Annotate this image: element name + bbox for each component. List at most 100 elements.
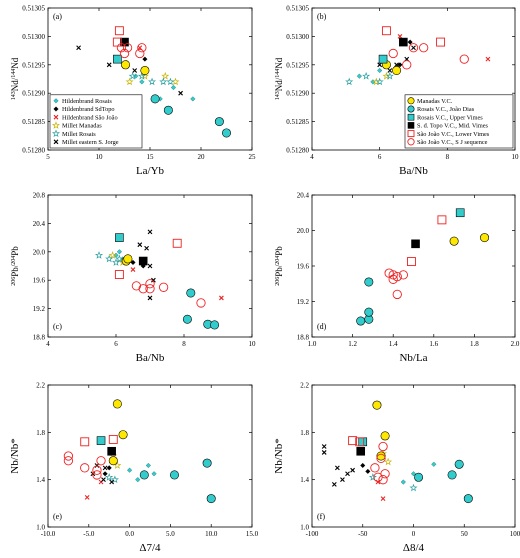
data-point [360,462,366,469]
data-point [113,54,122,64]
legend: Manadas V.C.Rosais V.C., João DiasRosais… [404,94,514,149]
data-point [130,259,136,266]
x-axis-label: Ba/Nb [399,165,428,177]
x-tick-label: 4 [310,153,314,161]
data-point [120,37,129,47]
y-tick-label: 1.4 [300,476,309,484]
data-point [356,316,366,326]
legend-entry: Rosais V.C., João Dias [417,106,475,113]
data-point [131,281,142,291]
data-point [378,441,388,452]
x-tick-label: 10 [96,153,104,161]
legend-marker [407,130,415,138]
data-point [381,26,391,36]
data-point [115,233,124,242]
data-point [411,239,420,249]
data-point [147,229,153,235]
data-point [63,456,74,466]
plot-frame [47,194,253,338]
legend-entry: S. d. Topo V.C., Mid. Vimes [417,123,489,130]
data-point [331,482,337,487]
data-point [150,94,160,104]
x-tick-label: -50 [358,530,368,538]
x-axis-label: Δ8/4 [403,542,425,554]
data-point [447,470,457,480]
data-point [380,431,390,441]
data-point [135,477,141,483]
x-tick-label: 15.0 [246,530,259,538]
legend-marker [53,114,59,120]
data-point [377,67,383,74]
x-tick-label: 6 [378,153,382,161]
data-point [115,254,124,263]
data-point [431,461,437,467]
data-point [382,71,391,80]
legend-entry: Hildenbrand SdTopo [62,106,115,113]
y-tick-label: 0.51305 [286,5,309,13]
legend-marker [53,106,59,112]
data-point [178,90,183,96]
x-tick-label: 1.0 [308,340,317,348]
data-point [373,472,383,482]
data-point [345,77,354,86]
data-point [190,96,196,102]
legend-marker [407,113,415,121]
y-axis-label: 143Nd/144Nd [10,57,20,100]
y-tick-label: 20.4 [33,220,46,228]
data-point [114,270,124,279]
legend-marker [53,98,59,104]
data-point [137,71,146,80]
x-tick-label: 8 [182,340,186,348]
x-axis-label: Ba/Nb [136,352,165,364]
data-point [210,320,220,330]
data-point [107,446,116,456]
x-tick-label: 10.0 [205,530,218,538]
data-point [108,251,117,259]
data-point [206,494,216,504]
data-point [140,65,150,75]
data-point [378,54,388,64]
data-point [418,43,429,53]
panel-label: (a) [53,12,62,21]
data-point [449,236,459,246]
data-point [138,284,148,294]
data-point [163,105,173,115]
data-point [112,399,122,409]
legend-marker [407,138,415,146]
data-point [111,258,121,266]
data-point [459,54,469,64]
y-tick-label: 20.0 [297,227,310,235]
x-tick-label: 10 [512,153,520,161]
data-point [380,496,386,501]
data-point [455,208,465,218]
data-point [392,289,402,300]
data-point [151,471,157,477]
data-point [454,459,464,469]
data-point [108,456,118,466]
panel-label: (d) [317,322,327,331]
y-tick-label: 1.4 [36,476,45,484]
data-point [147,263,153,269]
y-tick-label: 0.51305 [22,5,45,13]
data-point [118,430,128,440]
data-point [321,444,327,449]
x-tick-label: 0 [412,530,416,538]
data-point [170,84,177,91]
x-tick-label: 1.4 [389,340,398,348]
x-tick-label: 1.2 [348,340,357,348]
y-tick-label: 19.6 [33,277,46,285]
y-tick-label: 19.2 [33,305,46,313]
plot-frame [311,384,516,528]
data-point [132,68,138,73]
data-point [355,437,365,447]
data-point [106,62,112,68]
data-point [334,465,340,471]
legend-marker [53,139,59,145]
data-point [139,470,149,480]
x-tick-label: 100 [510,530,520,538]
x-tick-label: 2.0 [511,340,520,348]
data-point [407,39,413,45]
data-point [122,43,133,53]
y-tick-label: 2.2 [300,382,309,390]
